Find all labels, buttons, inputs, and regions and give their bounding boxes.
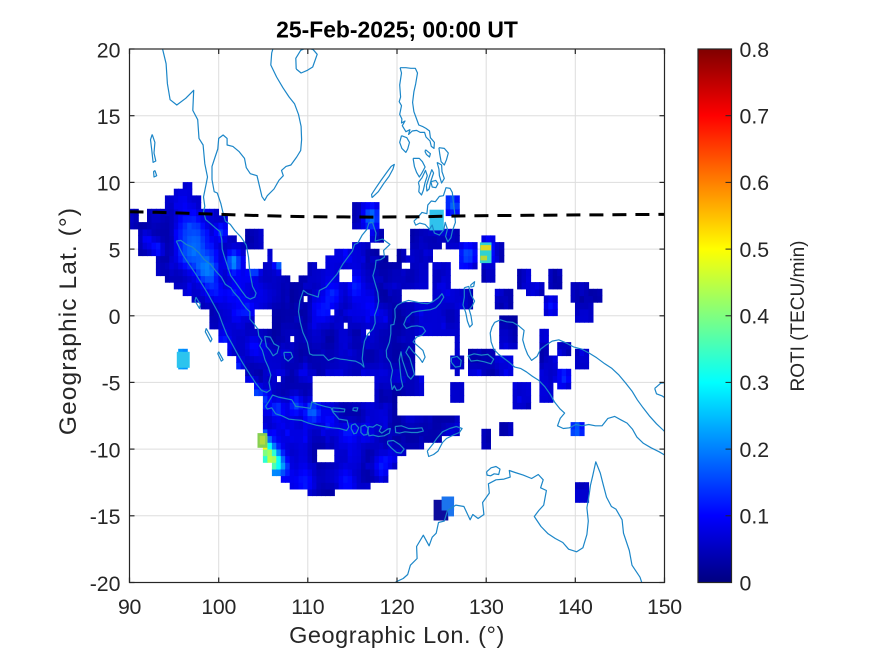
svg-text:25-Feb-2025; 00:00 UT: 25-Feb-2025; 00:00 UT (276, 17, 518, 43)
svg-text:0.3: 0.3 (740, 371, 770, 395)
svg-text:0.4: 0.4 (740, 305, 770, 329)
svg-text:100: 100 (201, 595, 236, 619)
svg-text:0: 0 (109, 305, 121, 329)
svg-text:10: 10 (97, 172, 121, 196)
svg-text:0.7: 0.7 (740, 105, 770, 129)
svg-text:140: 140 (558, 595, 593, 619)
svg-text:Geographic Lon. (°): Geographic Lon. (°) (289, 622, 505, 648)
svg-text:0.1: 0.1 (740, 505, 770, 529)
svg-text:110: 110 (291, 595, 325, 619)
svg-text:0.6: 0.6 (740, 171, 770, 195)
svg-text:-20: -20 (90, 572, 121, 596)
svg-text:5: 5 (109, 238, 121, 262)
svg-text:20: 20 (97, 38, 121, 62)
svg-text:Geographic Lat. (°): Geographic Lat. (°) (55, 207, 82, 435)
svg-text:ROTI (TECU/min): ROTI (TECU/min) (788, 241, 809, 392)
svg-text:-10: -10 (90, 438, 121, 462)
svg-text:-5: -5 (102, 372, 121, 396)
svg-text:0.8: 0.8 (740, 38, 770, 62)
svg-text:0: 0 (740, 571, 752, 595)
svg-text:90: 90 (118, 595, 142, 619)
svg-text:150: 150 (647, 595, 682, 619)
svg-text:120: 120 (380, 595, 415, 619)
svg-text:0.2: 0.2 (740, 438, 770, 462)
svg-text:0.5: 0.5 (740, 238, 770, 262)
svg-text:15: 15 (97, 105, 121, 129)
svg-text:-15: -15 (90, 505, 121, 529)
svg-text:130: 130 (469, 595, 504, 619)
